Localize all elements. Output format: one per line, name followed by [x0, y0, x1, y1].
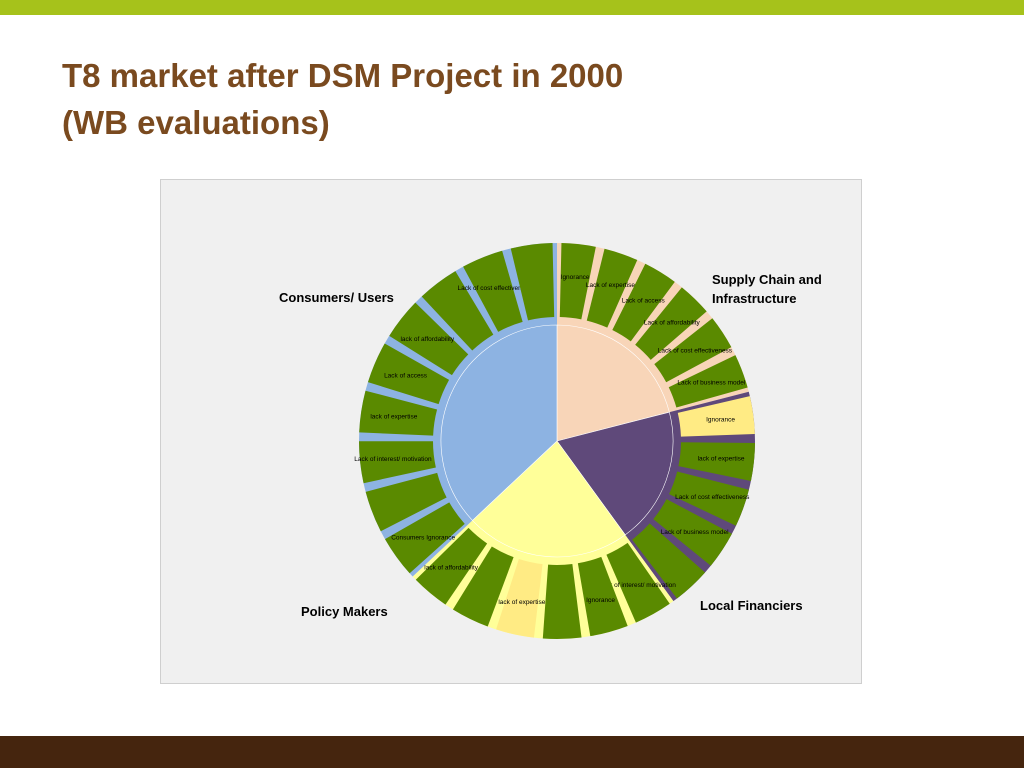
bottom-accent-bar: [0, 736, 1024, 768]
segment-policy-makers-2: [577, 556, 628, 637]
segment-local-financiers-2: [678, 442, 755, 482]
segment-consumers-users-1: [384, 502, 465, 574]
slide-title-line-1: T8 market after DSM Project in 2000: [62, 57, 624, 94]
segment-supply-chain-and-infrastructure-4: [635, 287, 707, 360]
segment-label-consumers-users-5: Lack of access: [384, 372, 428, 379]
segment-label-consumers-users-1: Consumers Ignorance: [391, 535, 455, 542]
segment-supply-chain-and-infrastructure-3: [612, 263, 675, 342]
segment-consumers-users-7: [421, 271, 494, 351]
segment-label-consumers-users-6: lack of affordability: [400, 336, 454, 343]
segment-policy-makers-5: [452, 546, 514, 627]
group-label-consumers-users: Consumers/ Users: [279, 290, 394, 305]
segment-supply-chain-and-infrastructure-1: [559, 243, 596, 320]
segment-label-policy-makers-4: lack of expertise: [498, 599, 545, 606]
segment-local-financiers-1: [677, 396, 755, 437]
slide-title: T8 market after DSM Project in 2000 (WB …: [62, 52, 623, 146]
segment-label-supply-chain-and-infrastructure-5: Lack of cost effectiveness: [658, 347, 733, 354]
segment-label-local-financiers-2: lack of expertise: [698, 456, 745, 463]
segment-label-supply-chain-and-infrastructure-6: Lack of business model: [677, 380, 745, 387]
segment-policy-makers-4: [496, 558, 543, 638]
segment-consumers-users-6: [389, 302, 469, 376]
segment-label-policy-makers-2: Ignorance: [586, 597, 615, 604]
segment-label-local-financiers-3: Lack of cost effectiveness: [675, 494, 750, 501]
group-label-supply-chain-and-infrastructure: Supply Chain and Infrastructure: [712, 272, 822, 306]
segment-policy-makers-1: [606, 542, 670, 623]
chart-frame: Ignorance Lack of expertise Lack of access…: [160, 179, 862, 684]
segment-supply-chain-and-infrastructure-2: [586, 248, 638, 328]
segment-supply-chain-and-infrastructure-6: [668, 355, 748, 408]
segment-policy-makers-6: [415, 527, 488, 605]
segment-label-local-financiers-1: Ignorance: [706, 416, 735, 423]
segment-consumers-users-2: [365, 472, 447, 532]
group-label-policy-makers: Policy Makers: [301, 604, 388, 619]
segment-consumers-users-4: [359, 390, 438, 436]
segment-label-consumers-users-3: Lack of interest/ motivation: [354, 456, 432, 463]
segment-local-financiers-5: [632, 523, 706, 599]
group-wedge-supply-chain-and-infrastructure: [556, 324, 670, 442]
segment-label-local-financiers-4: Lack of business model: [661, 529, 729, 536]
segment-label-consumers-users-8: Lack of cost effectiveness: [458, 285, 533, 292]
segment-label-supply-chain-and-infrastructure-2: Lack of expertise: [586, 282, 636, 289]
group-wedge-policy-makers: [472, 440, 626, 558]
slide-title-line-2: (WB evaluations): [62, 104, 330, 141]
segment-consumers-users-9: [510, 243, 555, 321]
segment-local-financiers-4: [653, 499, 732, 566]
group-label-local-financiers: Local Financiers: [700, 598, 803, 613]
segment-consumers-users-8: [463, 250, 523, 332]
segment-policy-makers-3: [542, 564, 582, 639]
segment-label-supply-chain-and-infrastructure-3: Lack of access: [622, 297, 666, 304]
segment-supply-chain-and-infrastructure-5: [654, 318, 732, 383]
group-wedge-consumers-users: [440, 324, 558, 521]
segment-local-financiers-3: [669, 471, 749, 526]
segment-label-consumers-users-4: lack of expertise: [370, 413, 417, 420]
segment-label-supply-chain-and-infrastructure-1: Ignorance: [561, 274, 590, 281]
group-wedge-local-financiers: [556, 411, 674, 536]
segment-label-supply-chain-and-infrastructure-4: Lack of affordability: [644, 320, 701, 327]
segment-consumers-users-3: [359, 441, 436, 484]
segment-label-policy-makers-1: Lack of interest/ motivation: [599, 582, 677, 589]
segment-consumers-users-5: [367, 343, 450, 405]
segment-label-policy-makers-6: lack of affordability: [424, 565, 478, 572]
top-accent-bar: [0, 0, 1024, 15]
